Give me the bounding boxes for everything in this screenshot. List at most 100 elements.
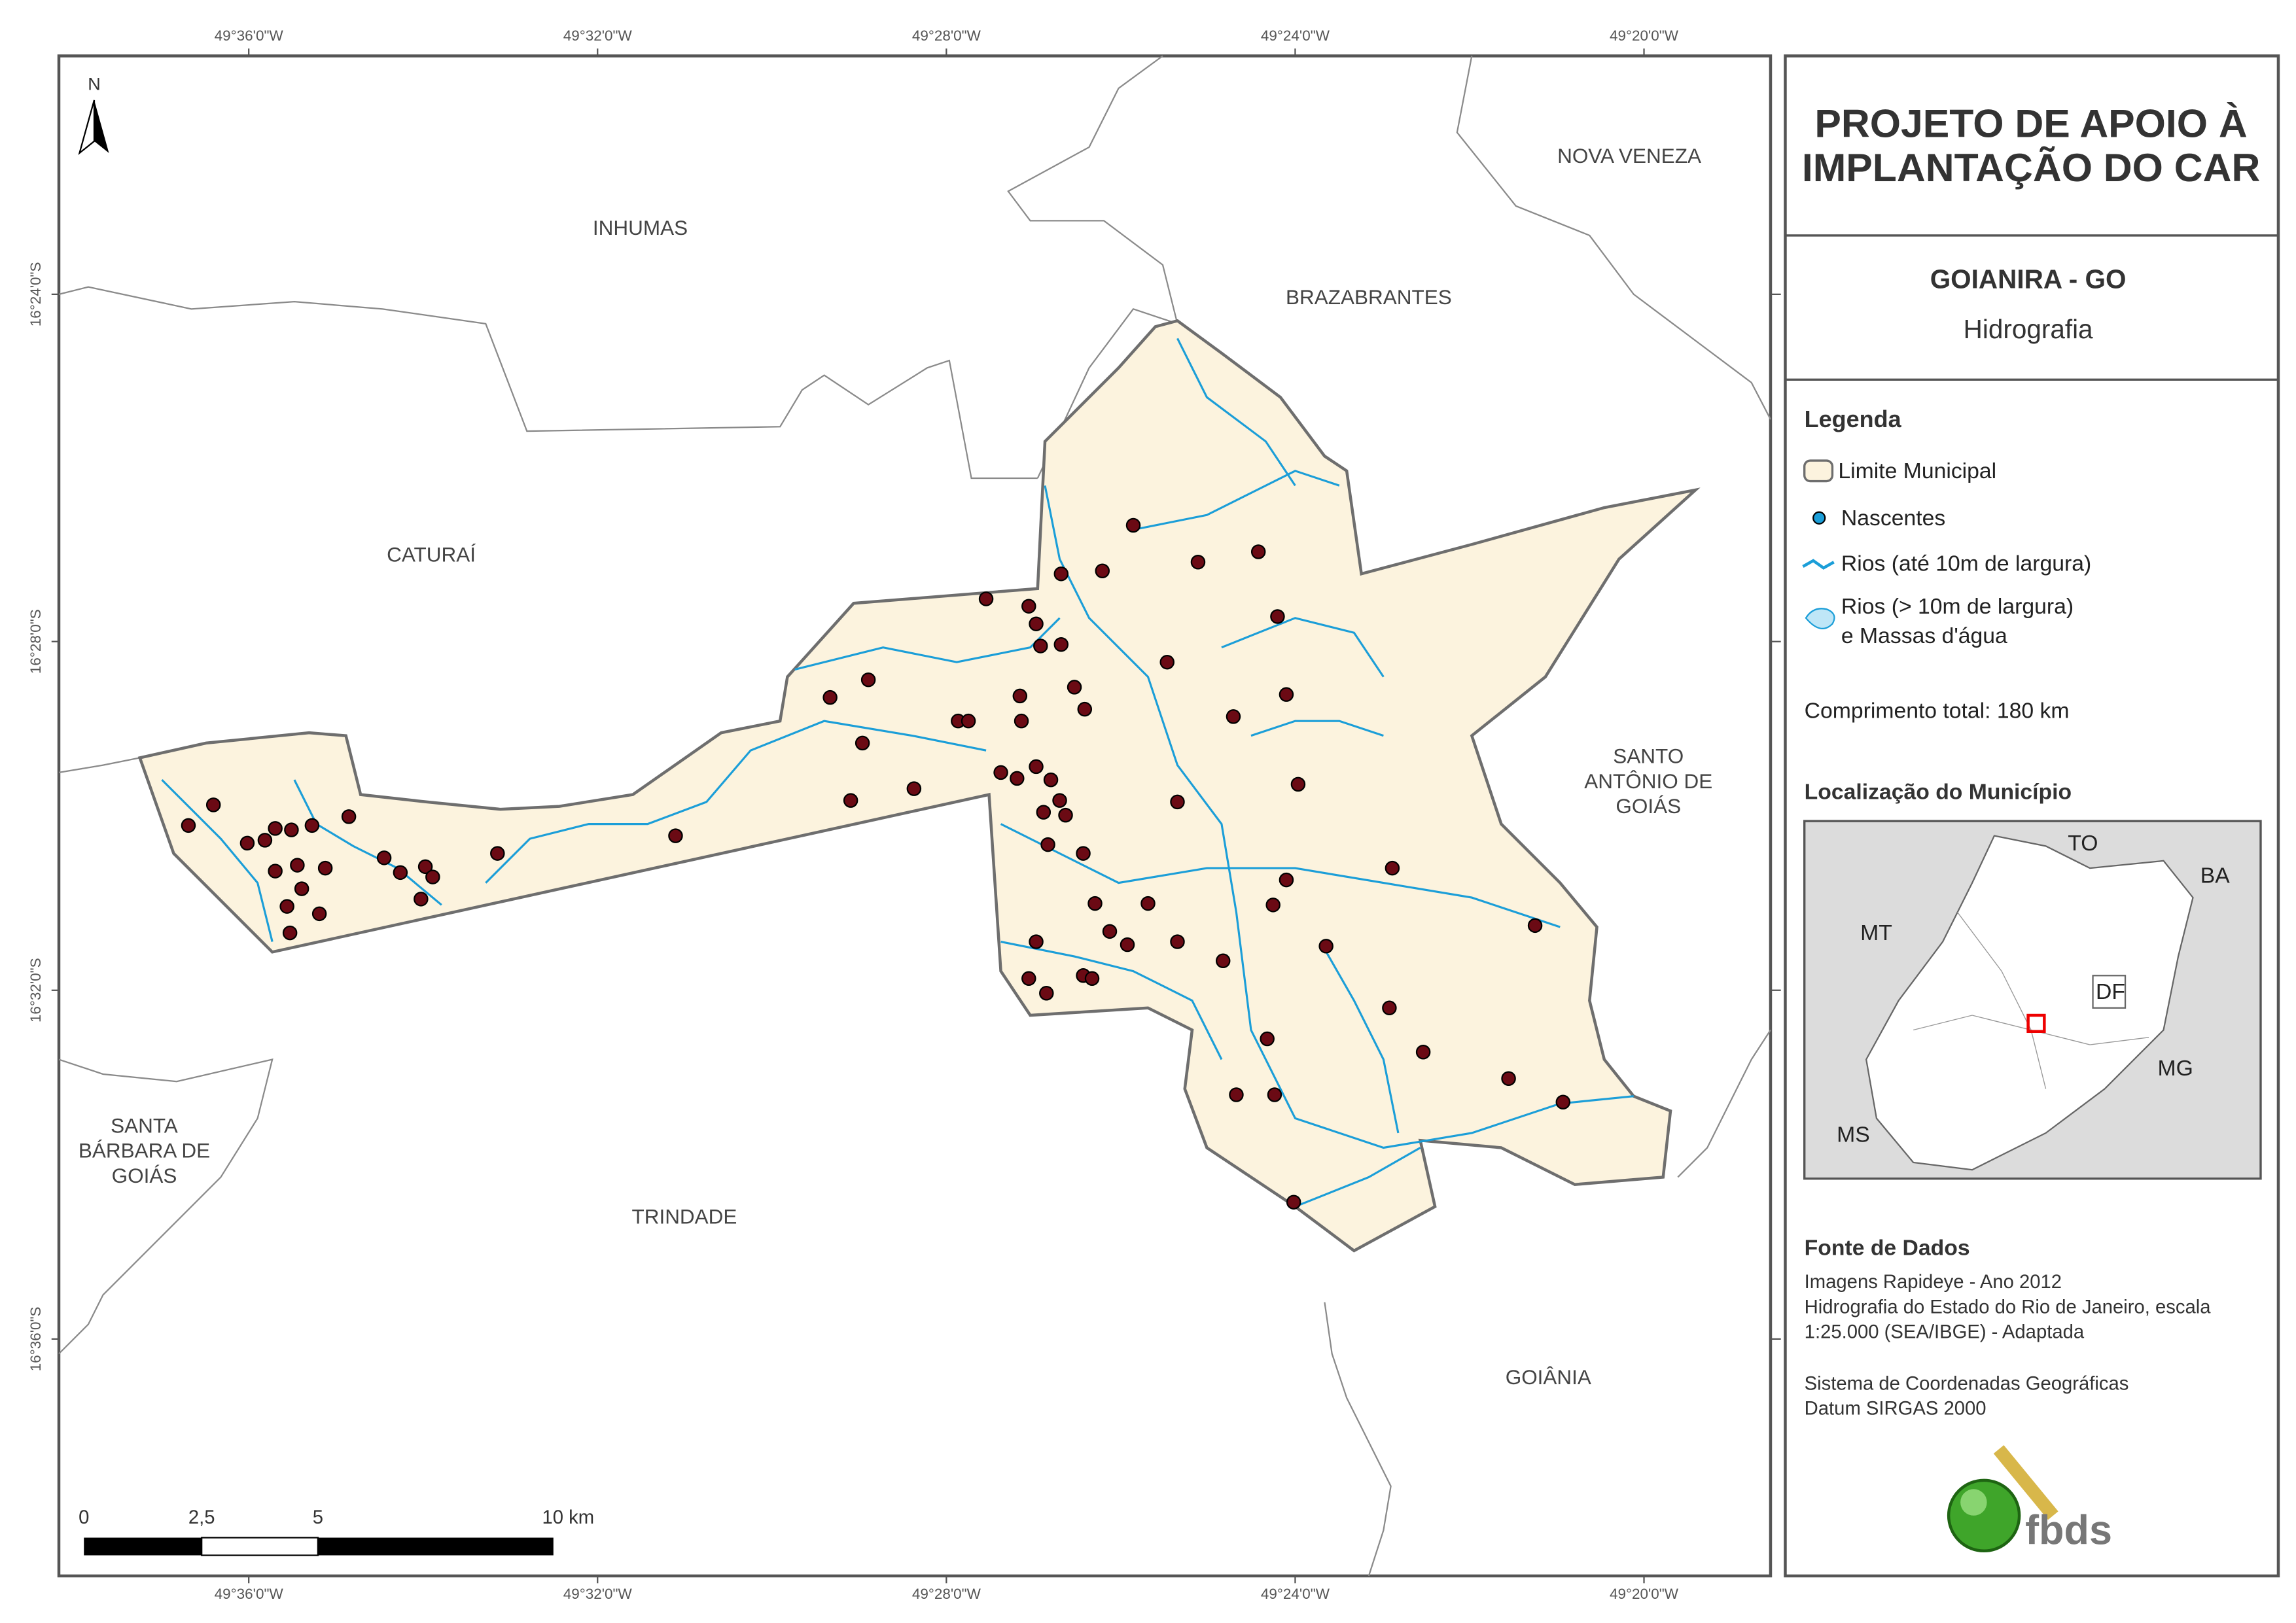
source-line: Imagens Rapideye - Ano 2012	[1805, 1272, 2062, 1293]
legend-title: Legenda	[1805, 406, 1902, 432]
spring	[1140, 896, 1156, 911]
legend-item: e Massas d'água	[1841, 623, 2007, 648]
spring	[376, 850, 392, 865]
spring	[1102, 924, 1118, 939]
place-label: GOIÁS	[112, 1164, 177, 1187]
source-line: Sistema de Coordenadas Geográficas	[1805, 1373, 2129, 1394]
spring	[1120, 937, 1135, 952]
state-outline	[1865, 835, 2194, 1171]
location-marker	[2026, 1013, 2046, 1034]
municipality: GOIANIRA - GO	[1930, 264, 2127, 294]
title: PROJETO DE APOIO À	[1814, 101, 2247, 145]
river	[794, 617, 1061, 671]
municipal-lines	[1957, 912, 2047, 1089]
river	[1324, 949, 1400, 1134]
lon-label: 49°24'0"W	[1261, 1586, 1330, 1602]
spring	[1279, 687, 1294, 702]
spring	[855, 735, 870, 751]
spring	[1270, 609, 1285, 624]
boundary	[58, 757, 140, 774]
spring	[317, 860, 333, 876]
logo-mark	[1960, 1489, 1987, 1516]
place-label: SANTO	[1613, 744, 1684, 768]
spring	[1021, 599, 1036, 614]
spring	[205, 797, 221, 812]
north-arrow	[78, 99, 96, 155]
legend-swatch	[1805, 608, 1835, 630]
spring	[1087, 896, 1103, 911]
river	[1294, 1147, 1421, 1208]
spring	[239, 835, 255, 851]
spring	[290, 858, 305, 873]
river	[1221, 617, 1385, 678]
river	[485, 720, 987, 884]
coordinates: 49°36'0"W 49°32'0"W 49°28'0"W 49°24'0"W …	[27, 27, 1781, 1602]
legend-item: Rios (> 10m de largura)	[1841, 594, 2074, 619]
legend-swatch	[1802, 559, 1835, 570]
lon-label: 49°28'0"W	[912, 27, 981, 44]
lon-label: 49°20'0"W	[1610, 1586, 1679, 1602]
boundary	[1677, 1029, 1771, 1178]
river	[161, 779, 274, 942]
spring	[1318, 939, 1333, 954]
spring	[906, 781, 922, 796]
spring	[1029, 759, 1044, 775]
legend-swatch	[1803, 459, 1834, 483]
north-arrow	[94, 99, 109, 153]
spring	[1385, 860, 1400, 876]
river	[1000, 941, 1223, 1060]
spring	[1382, 1000, 1397, 1016]
spring	[1067, 680, 1082, 695]
title: IMPLANTAÇÃO DO CAR	[1802, 145, 2260, 190]
spring	[1415, 1045, 1431, 1060]
inset-label: MS	[1837, 1122, 1870, 1147]
spring	[1033, 638, 1048, 654]
spring	[1260, 1031, 1275, 1047]
lon-label: 49°36'0"W	[215, 27, 284, 44]
spring	[1076, 846, 1091, 861]
scale-segment	[84, 1537, 202, 1556]
spring	[1012, 688, 1028, 704]
lon-label: 49°20'0"W	[1610, 27, 1679, 44]
neighbor-boundaries	[58, 55, 1771, 1577]
spring	[279, 899, 294, 914]
boundary	[1456, 56, 1771, 420]
total-length: Comprimento total: 180 km	[1805, 699, 2070, 724]
inset-label: BA	[2200, 864, 2230, 888]
spring	[268, 864, 283, 879]
spring	[1555, 1094, 1571, 1109]
spring	[1265, 898, 1280, 913]
scale-label: 2,5	[188, 1507, 215, 1528]
lon-label: 49°36'0"W	[215, 1586, 284, 1602]
spring	[1170, 794, 1185, 810]
spring	[860, 672, 876, 688]
spring	[1058, 807, 1073, 823]
river	[1044, 485, 1634, 1149]
place-label: SANTA	[111, 1113, 178, 1137]
springs	[181, 517, 1571, 1210]
lon-label: 49°24'0"W	[1261, 27, 1330, 44]
source-line: Datum SIRGAS 2000	[1805, 1399, 1987, 1420]
spring	[304, 818, 320, 833]
scale-segment	[317, 1537, 554, 1556]
spring	[1159, 654, 1174, 670]
legend-item: Nascentes	[1841, 506, 1945, 531]
spring	[1053, 637, 1069, 652]
place-label: BRAZABRANTES	[1286, 285, 1452, 309]
lat-label: 16°32'0"S	[27, 958, 44, 1022]
lon-label: 49°28'0"W	[912, 1586, 981, 1602]
lon-label: 49°32'0"W	[563, 27, 633, 44]
legend-swatch	[1812, 511, 1826, 525]
spring	[1190, 554, 1206, 570]
spring	[1226, 709, 1241, 724]
source-line: Hidrografia do Estado do Rio de Janeiro,…	[1805, 1297, 2212, 1318]
spring	[1039, 986, 1054, 1001]
spring	[282, 925, 298, 941]
spring	[1125, 517, 1141, 533]
scale-label: 10 km	[542, 1507, 594, 1528]
inset-label: DF	[2096, 979, 2125, 1004]
lon-label: 49°32'0"W	[563, 1586, 633, 1602]
spring	[1290, 777, 1306, 792]
spring	[1010, 771, 1025, 786]
